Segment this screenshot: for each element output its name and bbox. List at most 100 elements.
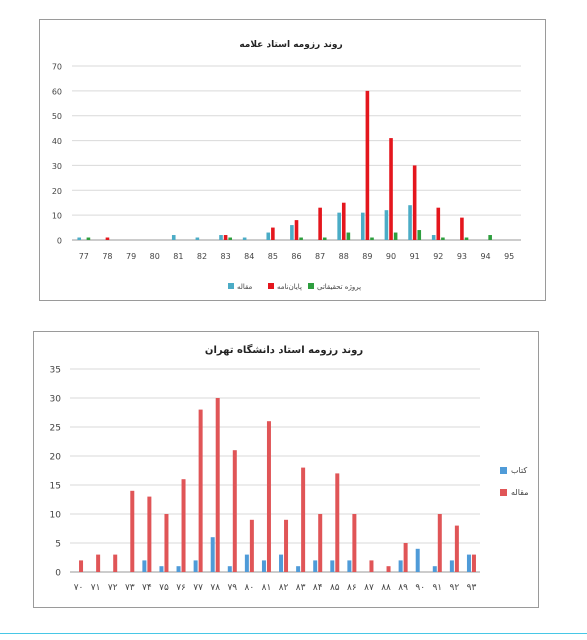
bar	[266, 232, 271, 240]
x-tick-label: ۸۰	[245, 583, 255, 593]
bar	[389, 138, 393, 240]
bar	[284, 519, 289, 572]
bar	[113, 554, 118, 572]
bar	[466, 554, 471, 572]
bar	[164, 514, 169, 572]
x-tick-label: ۸۴	[313, 583, 323, 593]
chart-tehran: روند رزومه استاد دانشگاه تهران 0 5 10 15 20 25…	[33, 331, 539, 608]
bar	[488, 235, 492, 240]
bar	[296, 566, 301, 572]
y-tick-label: 30	[52, 162, 62, 171]
legend-swatch	[500, 489, 507, 496]
bar	[337, 212, 341, 240]
bar	[223, 235, 228, 240]
bar	[347, 560, 352, 572]
bar	[294, 220, 299, 240]
bar	[352, 514, 357, 572]
x-tick-label: ۹۳	[467, 583, 477, 593]
x-tick-label: ۸۶	[347, 583, 357, 593]
x-tick-label: ۷۸	[210, 583, 220, 593]
bar	[386, 566, 391, 572]
bar	[454, 525, 459, 572]
bar	[318, 207, 322, 240]
x-tick-label: ۸۸	[381, 583, 391, 593]
x-tick-label: 79	[126, 252, 136, 261]
bar	[299, 237, 303, 240]
y-tick-label: 35	[50, 366, 61, 376]
bar	[393, 232, 398, 240]
x-tick-label: 84	[244, 252, 254, 261]
x-tick-label: ۹۲	[450, 583, 460, 593]
y-tick-label: 0	[55, 569, 61, 579]
bar	[398, 560, 403, 572]
x-tick-label: 83	[221, 252, 231, 261]
x-tick-label: 80	[150, 252, 160, 261]
bar	[244, 554, 249, 572]
x-tick-label: ۸۲	[279, 583, 289, 593]
x-tick-label: 93	[457, 252, 467, 261]
bar	[105, 237, 110, 240]
bar	[341, 202, 346, 240]
bar	[290, 225, 294, 240]
bar	[147, 496, 152, 572]
bar	[412, 165, 417, 240]
bar	[228, 237, 233, 240]
y-tick-label: 5	[55, 540, 61, 550]
bar	[437, 514, 442, 572]
x-tick-label: ۹۱	[432, 583, 442, 593]
x-tick-label: ۸۵	[330, 583, 340, 593]
bar	[195, 237, 200, 240]
y-tick-label: 15	[50, 482, 61, 492]
bar	[431, 235, 436, 240]
bar	[360, 212, 365, 240]
x-tick-label: ۷۴	[142, 583, 152, 593]
bar	[227, 566, 232, 572]
bar	[271, 227, 275, 240]
y-tick-label: 20	[50, 453, 62, 463]
bar	[464, 237, 469, 240]
bar	[279, 554, 284, 572]
y-tick-label: 70	[52, 63, 62, 72]
legend-label: مقاله	[511, 488, 529, 497]
bar	[415, 548, 420, 572]
bar	[432, 566, 437, 572]
chart-title: روند رزومه استاد علامه	[239, 40, 342, 50]
x-tick-label: ۸۱	[262, 583, 272, 593]
bar	[176, 566, 181, 572]
x-tick-label: 88	[339, 252, 349, 261]
legend-swatch	[500, 467, 507, 474]
x-tick-label: ۸۷	[364, 583, 374, 593]
bar	[193, 560, 198, 572]
bar	[215, 398, 220, 572]
bar	[86, 237, 91, 240]
y-tick-label: 50	[52, 112, 62, 121]
x-tick-label: ۷۹	[227, 583, 237, 593]
y-tick-label: 60	[52, 87, 62, 96]
x-tick-label: 92	[433, 252, 443, 261]
x-tick-label: ۷۰	[74, 583, 84, 593]
x-tick-label: ۸۹	[398, 583, 408, 593]
bar	[232, 450, 237, 572]
chart-allameh: روند رزومه استاد علامه 0 10 20 30 40 50 60 70 77 7…	[39, 19, 546, 301]
x-tick-label: ۷۳	[125, 583, 135, 593]
x-tick-label: 85	[268, 252, 278, 261]
x-tick-label: ۷۷	[193, 583, 203, 593]
bottom-divider	[0, 633, 587, 634]
bar	[301, 467, 306, 572]
bar	[210, 537, 215, 572]
chart-title: روند رزومه استاد دانشگاه تهران	[205, 343, 363, 356]
bar	[79, 560, 84, 572]
legend-swatch	[268, 283, 274, 289]
x-tick-label: 87	[315, 252, 325, 261]
bar	[77, 237, 82, 240]
bar	[198, 409, 203, 572]
bar	[313, 560, 318, 572]
bar	[96, 554, 101, 572]
bar	[441, 237, 445, 240]
bar	[471, 554, 476, 572]
bar	[322, 237, 327, 240]
bar	[142, 560, 147, 572]
chart-allameh-svg: روند رزومه استاد علامه 0 10 20 30 40 50 60 70 77 7…	[52, 40, 521, 291]
bar	[219, 235, 223, 240]
chart-tehran-svg: روند رزومه استاد دانشگاه تهران 0 5 10 15 20 25…	[50, 343, 529, 593]
